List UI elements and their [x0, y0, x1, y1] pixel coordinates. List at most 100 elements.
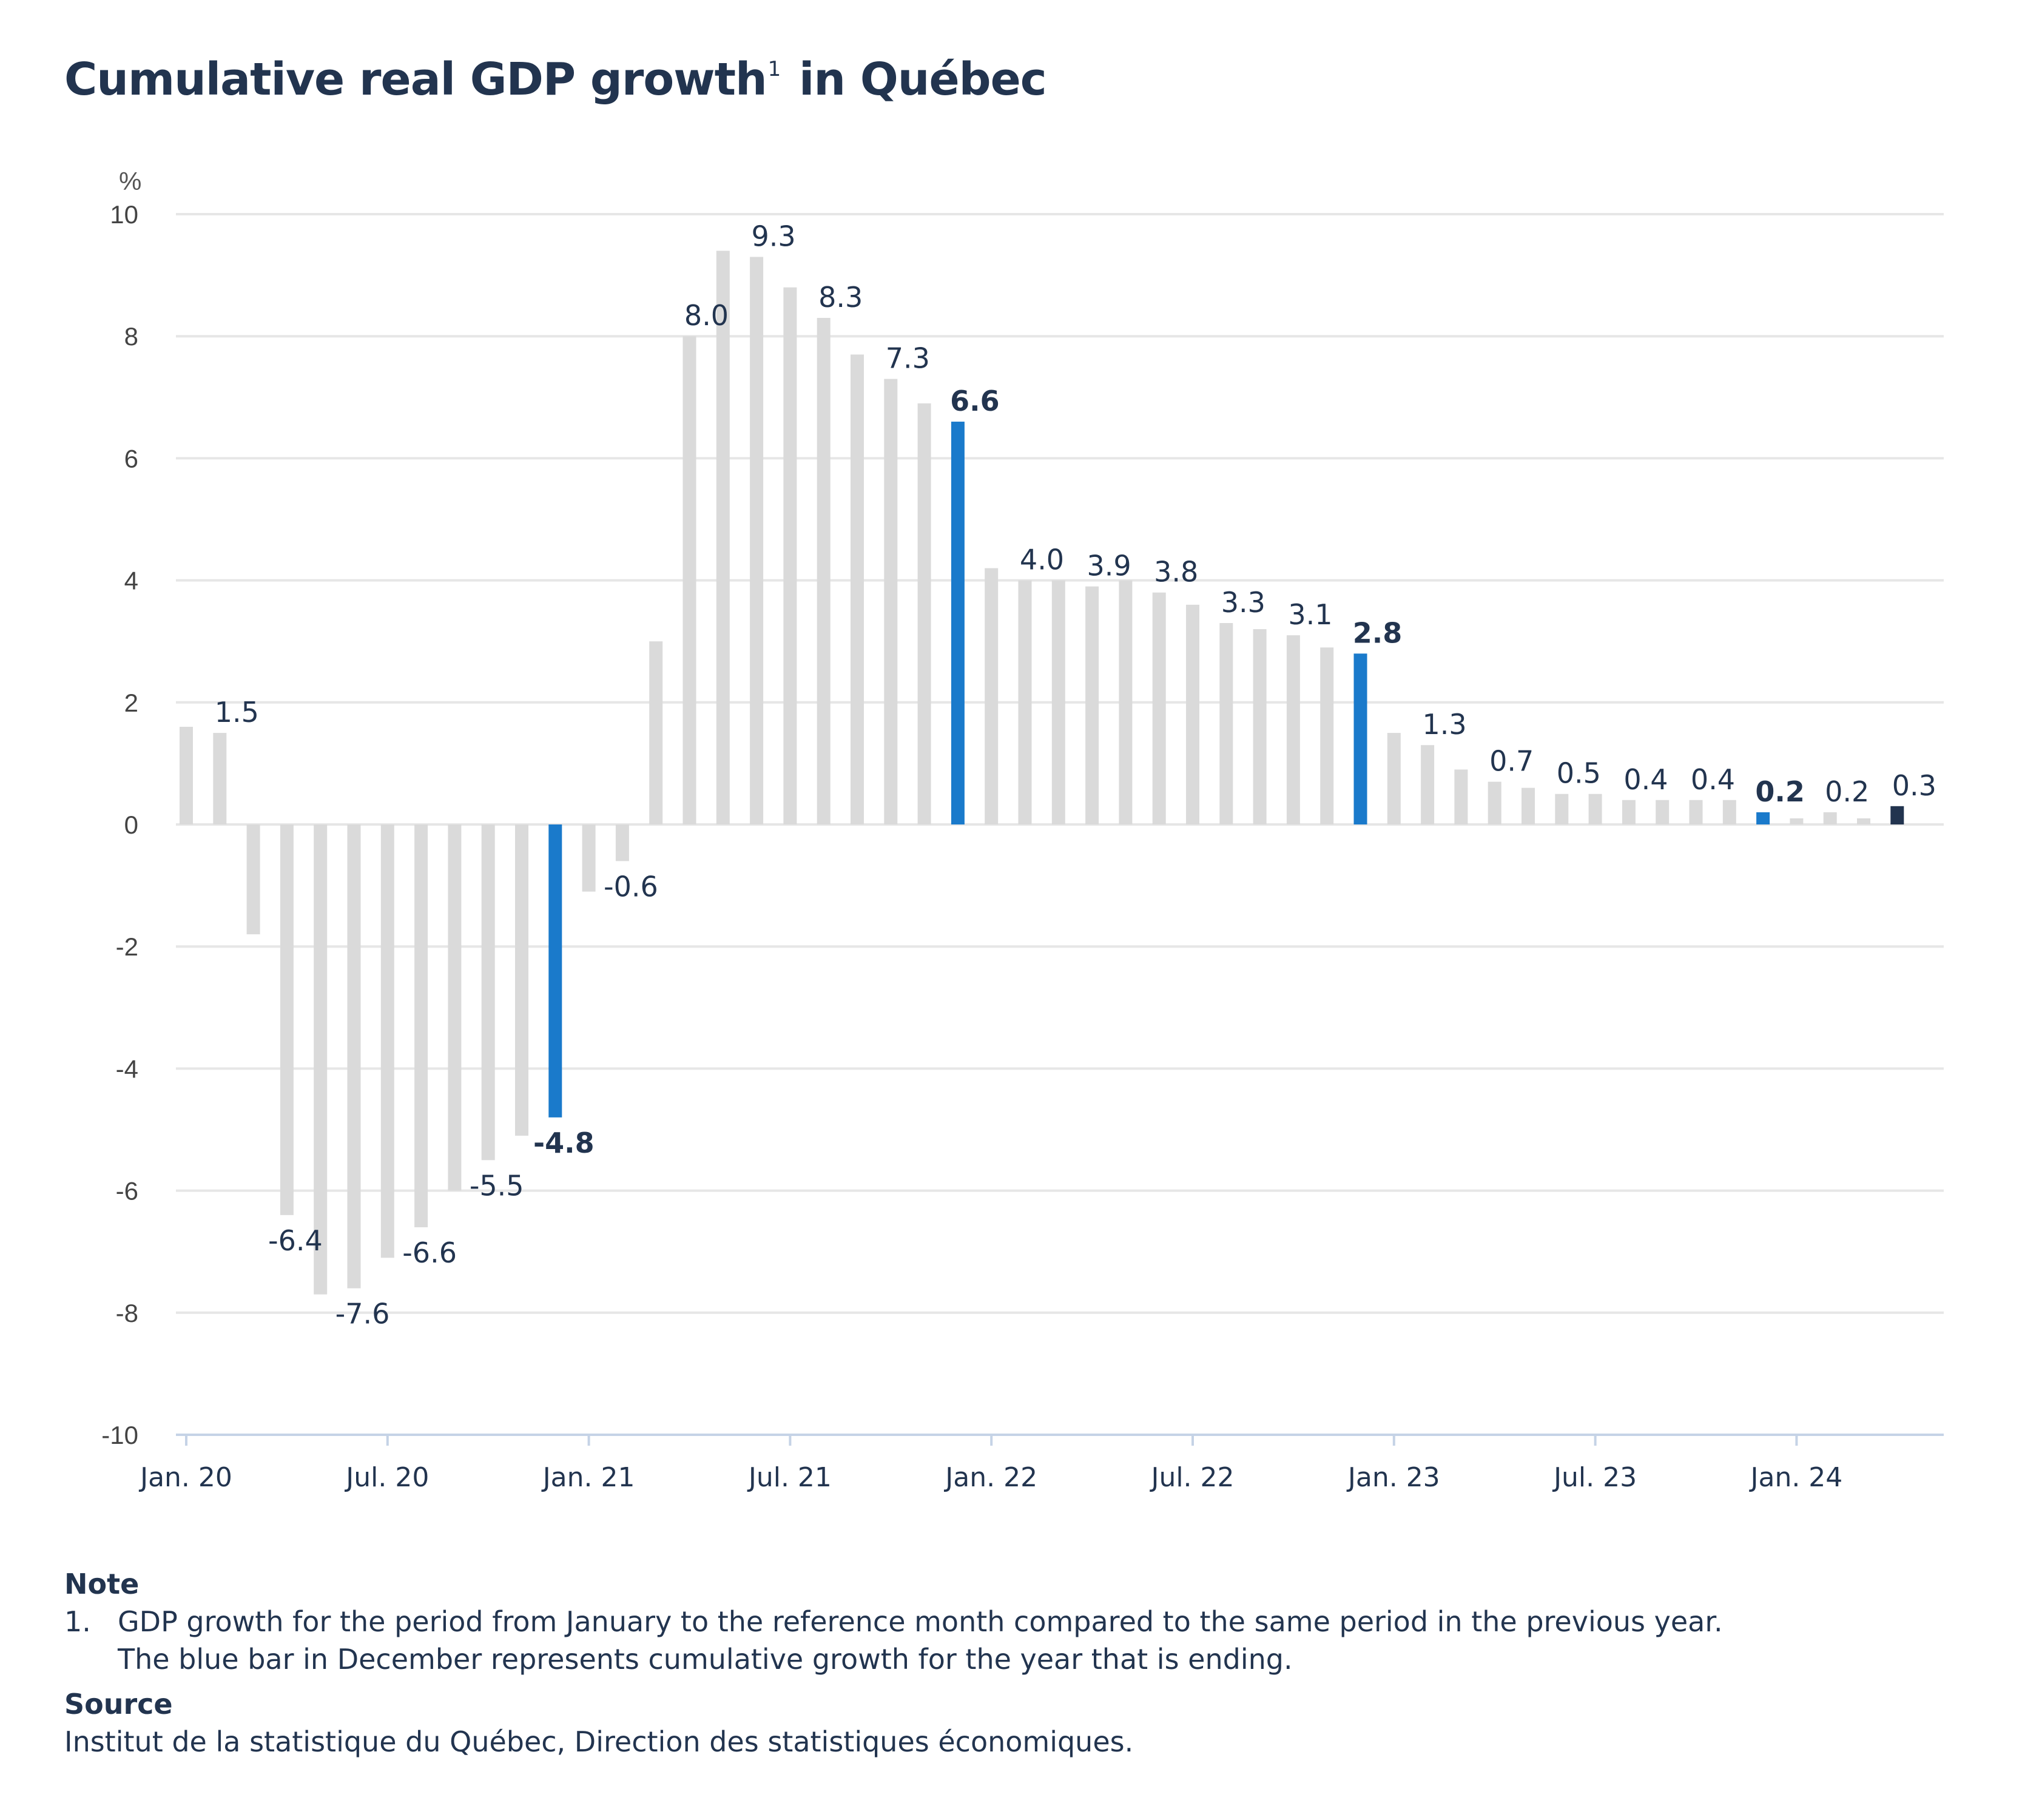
y-tick-label: 10 [110, 200, 138, 229]
bar-mar-22 [1051, 580, 1065, 824]
bar-dec-22 [1353, 653, 1367, 824]
bar-jan-23 [1387, 733, 1401, 824]
data-label: 3.8 [1154, 556, 1198, 588]
data-label: 0.5 [1557, 757, 1601, 790]
bar-jun-20 [347, 824, 361, 1289]
y-tick-label: -6 [116, 1177, 138, 1205]
y-tick-label: 2 [124, 689, 138, 717]
data-label: 0.2 [1825, 775, 1869, 808]
bar-oct-20 [481, 824, 495, 1161]
data-label: 9.3 [752, 220, 796, 252]
title-footnote-marker: 1 [767, 57, 781, 81]
bar-apr-21 [682, 336, 696, 824]
data-label: 0.4 [1623, 763, 1668, 796]
bar-jul-22 [1186, 604, 1199, 824]
bar-jan-21 [582, 824, 596, 892]
bar-jul-23 [1588, 794, 1602, 824]
data-label: 1.3 [1423, 708, 1467, 741]
y-tick-label: -2 [116, 932, 138, 961]
data-label: 8.3 [818, 281, 863, 314]
data-label: 0.7 [1489, 745, 1534, 778]
notes-section: Note 1. GDP growth for the period from J… [64, 1565, 1723, 1768]
data-label: 4.0 [1020, 544, 1064, 576]
x-tick-label: Jan. 20 [138, 1462, 232, 1493]
data-label: -0.6 [604, 870, 658, 903]
title-suffix: in Québec [784, 53, 1047, 106]
x-tick-label: Jul. 22 [1149, 1462, 1234, 1493]
bar-dec-20 [548, 824, 562, 1117]
bar-mar-21 [649, 641, 663, 824]
bar-sep-20 [448, 824, 462, 1191]
data-label: -6.6 [402, 1236, 457, 1269]
bar-apr-20 [280, 824, 294, 1215]
bar-jun-21 [750, 257, 764, 824]
data-label: -6.4 [268, 1224, 323, 1257]
bar-chart: % 10 8 6 4 2 0 -2 -4 -6 -8 -10 1.5 -6.4 -7.6 -6.6 -5.5… [101, 167, 1944, 1493]
bar-mar-20 [246, 824, 260, 935]
x-tick-label: Jan. 21 [541, 1462, 635, 1493]
bar-sep-23 [1656, 800, 1670, 824]
data-label: 7.3 [886, 342, 930, 375]
bar-may-20 [314, 824, 328, 1295]
y-axis-label: % [119, 167, 141, 195]
footnote-line-2: The blue bar in December represents cumu… [118, 1643, 1293, 1676]
bar-may-22 [1119, 580, 1133, 824]
y-tick-label: 6 [124, 444, 138, 473]
footnote-number: 1. [64, 1605, 91, 1638]
footnote-1: 1. GDP growth for the period from Januar… [64, 1603, 1723, 1685]
bar-aug-20 [414, 824, 428, 1227]
bar-nov-20 [515, 824, 528, 1136]
bar-feb-22 [1018, 580, 1032, 824]
y-tick-label: 4 [124, 567, 138, 595]
source-heading: Source [64, 1688, 173, 1721]
bar-mar-23 [1454, 769, 1468, 824]
data-label: 0.3 [1892, 769, 1936, 802]
data-label: 0.4 [1691, 763, 1735, 796]
bar-sep-21 [851, 354, 864, 824]
note-heading: Note [64, 1568, 140, 1600]
data-label: 0.2 [1755, 775, 1805, 808]
bar-feb-24 [1823, 812, 1837, 824]
x-tick-label: Jul. 20 [344, 1462, 429, 1493]
bar-jun-22 [1152, 592, 1166, 824]
bar-apr-22 [1085, 586, 1099, 824]
source-text: Institut de la statistique du Québec, Di… [64, 1725, 1134, 1758]
bar-dec-23 [1756, 812, 1770, 824]
bar-aug-22 [1219, 623, 1233, 824]
bar-oct-22 [1286, 635, 1300, 824]
bar-jul-20 [380, 824, 394, 1258]
y-tick-label: -8 [116, 1299, 138, 1327]
data-label: 1.5 [215, 696, 259, 729]
bar-apr-23 [1488, 781, 1501, 824]
bar-aug-21 [817, 318, 831, 824]
bar-jan-20 [180, 727, 193, 824]
data-label: 2.8 [1353, 616, 1403, 649]
chart-title: Cumulative real GDP growth1 in Québec [64, 53, 1047, 106]
data-label: -4.8 [533, 1127, 595, 1159]
bar-jan-24 [1790, 818, 1804, 824]
bar-apr-24 [1890, 806, 1904, 824]
data-label: 3.1 [1288, 598, 1332, 631]
data-label: 6.6 [950, 385, 1000, 417]
x-tick-label: Jan. 24 [1749, 1462, 1843, 1493]
data-label: 3.9 [1087, 550, 1131, 582]
bar-feb-21 [615, 824, 629, 861]
y-tick-label: 0 [124, 811, 138, 839]
bar-mar-24 [1857, 818, 1870, 824]
bar-oct-23 [1689, 800, 1703, 824]
bar-jul-21 [783, 287, 797, 825]
y-tick-label: -10 [101, 1421, 138, 1449]
data-label: 8.0 [684, 299, 729, 332]
data-label: 3.3 [1221, 586, 1265, 619]
bar-dec-21 [951, 422, 965, 824]
title-text: Cumulative real GDP growth [64, 53, 767, 106]
x-tick-label: Jan. 22 [943, 1462, 1037, 1493]
bar-jan-22 [985, 568, 999, 824]
bar-nov-22 [1320, 647, 1334, 824]
y-tick-label: 8 [124, 322, 138, 351]
y-tick-label: -4 [116, 1054, 138, 1083]
bar-nov-23 [1722, 800, 1736, 824]
data-label: -5.5 [470, 1169, 524, 1202]
bar-may-21 [716, 251, 730, 824]
footnote-line-1: GDP growth for the period from January t… [118, 1605, 1723, 1638]
